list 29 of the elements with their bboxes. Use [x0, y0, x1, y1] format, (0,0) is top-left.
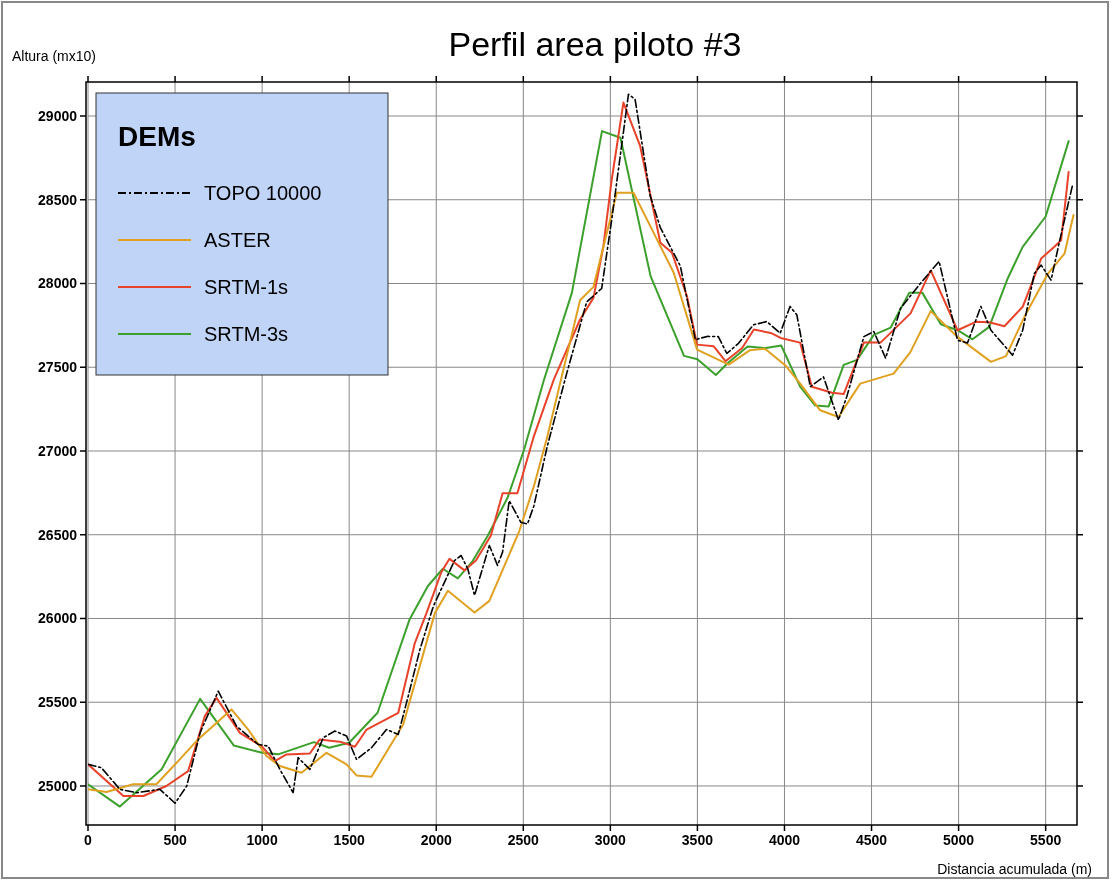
x-tick-label: 3500: [681, 832, 714, 848]
x-tick-label: 2000: [420, 832, 453, 848]
y-tick-label: 26500: [38, 526, 78, 543]
x-tick-label: 5500: [1030, 832, 1062, 848]
y-tick-label: 25000: [38, 777, 78, 794]
x-tick-label: 1000: [246, 832, 278, 848]
legend-label: SRTM-1s: [204, 276, 289, 298]
x-tick-label: 4500: [855, 832, 888, 848]
x-tick-label: 500: [163, 832, 187, 848]
legend-title: DEMs: [118, 121, 196, 152]
y-tick-label: 26000: [38, 610, 78, 627]
y-tick-label: 28500: [38, 191, 78, 208]
x-tick-label: 1500: [333, 832, 365, 848]
y-axis-title: Altura (mx10): [12, 48, 97, 64]
legend-label: TOPO 10000: [204, 182, 322, 204]
x-tick-label: 4000: [768, 832, 801, 848]
x-tick-label: 5000: [943, 832, 975, 848]
y-tick-label: 28000: [38, 275, 78, 292]
chart-title: Perfil area piloto #3: [448, 25, 742, 63]
y-tick-label: 29000: [38, 108, 78, 124]
legend-label: ASTER: [204, 229, 271, 251]
y-tick-label: 25500: [38, 694, 78, 711]
x-axis-title: Distancia acumulada (m): [937, 861, 1092, 877]
y-tick-label: 27500: [38, 359, 78, 376]
y-tick-label: 27000: [38, 442, 78, 459]
x-tick-label: 3000: [594, 832, 627, 848]
x-tick-label: 2500: [507, 832, 540, 848]
legend-label: SRTM-3s: [204, 323, 289, 345]
x-tick-label: 0: [84, 832, 93, 848]
